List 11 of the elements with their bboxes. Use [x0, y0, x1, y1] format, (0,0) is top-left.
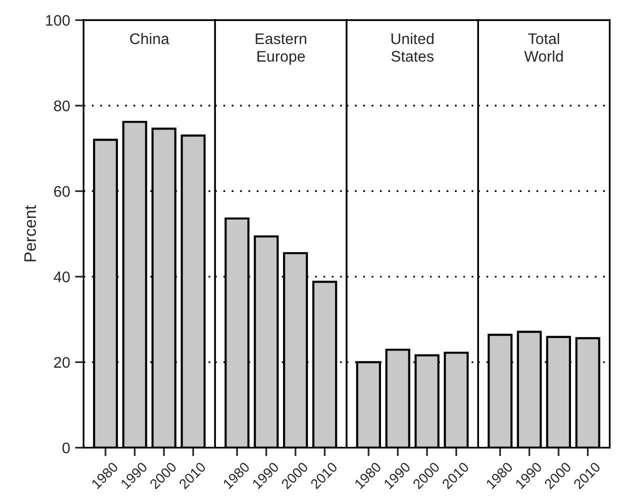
- text: Eastern Europe: [256, 34, 306, 65]
- text: Total World: [524, 32, 563, 62]
- y-tick-label: 60: [54, 186, 70, 197]
- y-tick-label: 80: [54, 100, 70, 112]
- text: United States: [391, 32, 434, 62]
- y-axis-title: Percent: [24, 205, 36, 262]
- y-tick-label: 0: [62, 442, 70, 454]
- y-tick-label: 100: [46, 14, 70, 26]
- y-tick-label: 20: [54, 357, 70, 368]
- y-tick-label: 40: [54, 272, 70, 282]
- text: China: [130, 32, 170, 44]
